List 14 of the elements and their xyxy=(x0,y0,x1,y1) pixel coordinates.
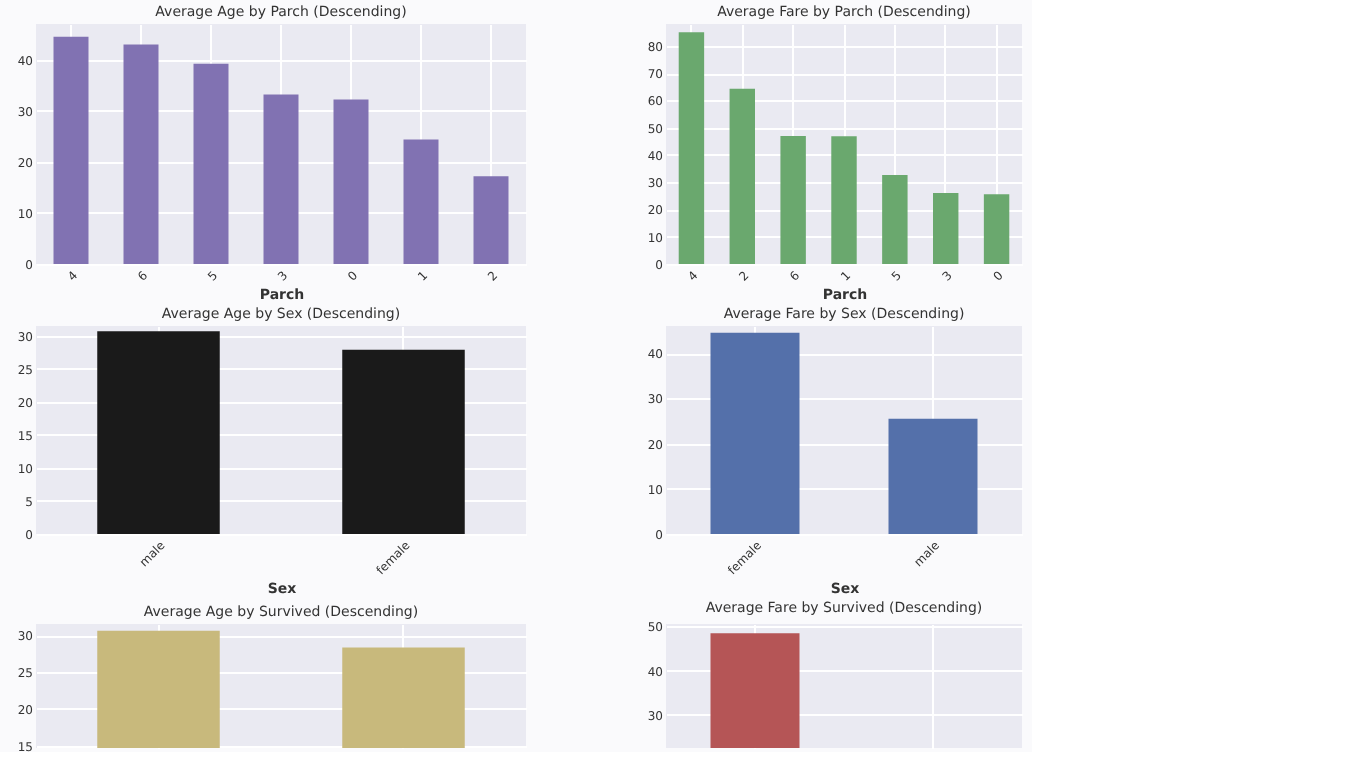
bar xyxy=(678,32,705,264)
bar xyxy=(403,139,439,264)
bar xyxy=(473,176,509,264)
bar xyxy=(882,175,908,264)
bar xyxy=(333,99,369,264)
bar xyxy=(780,136,806,264)
bar xyxy=(933,193,959,264)
bar xyxy=(831,136,857,264)
bar xyxy=(263,94,299,264)
bar xyxy=(729,88,755,264)
bar xyxy=(983,194,1010,264)
bar xyxy=(53,36,89,264)
bar xyxy=(193,63,229,264)
bar xyxy=(123,44,159,264)
